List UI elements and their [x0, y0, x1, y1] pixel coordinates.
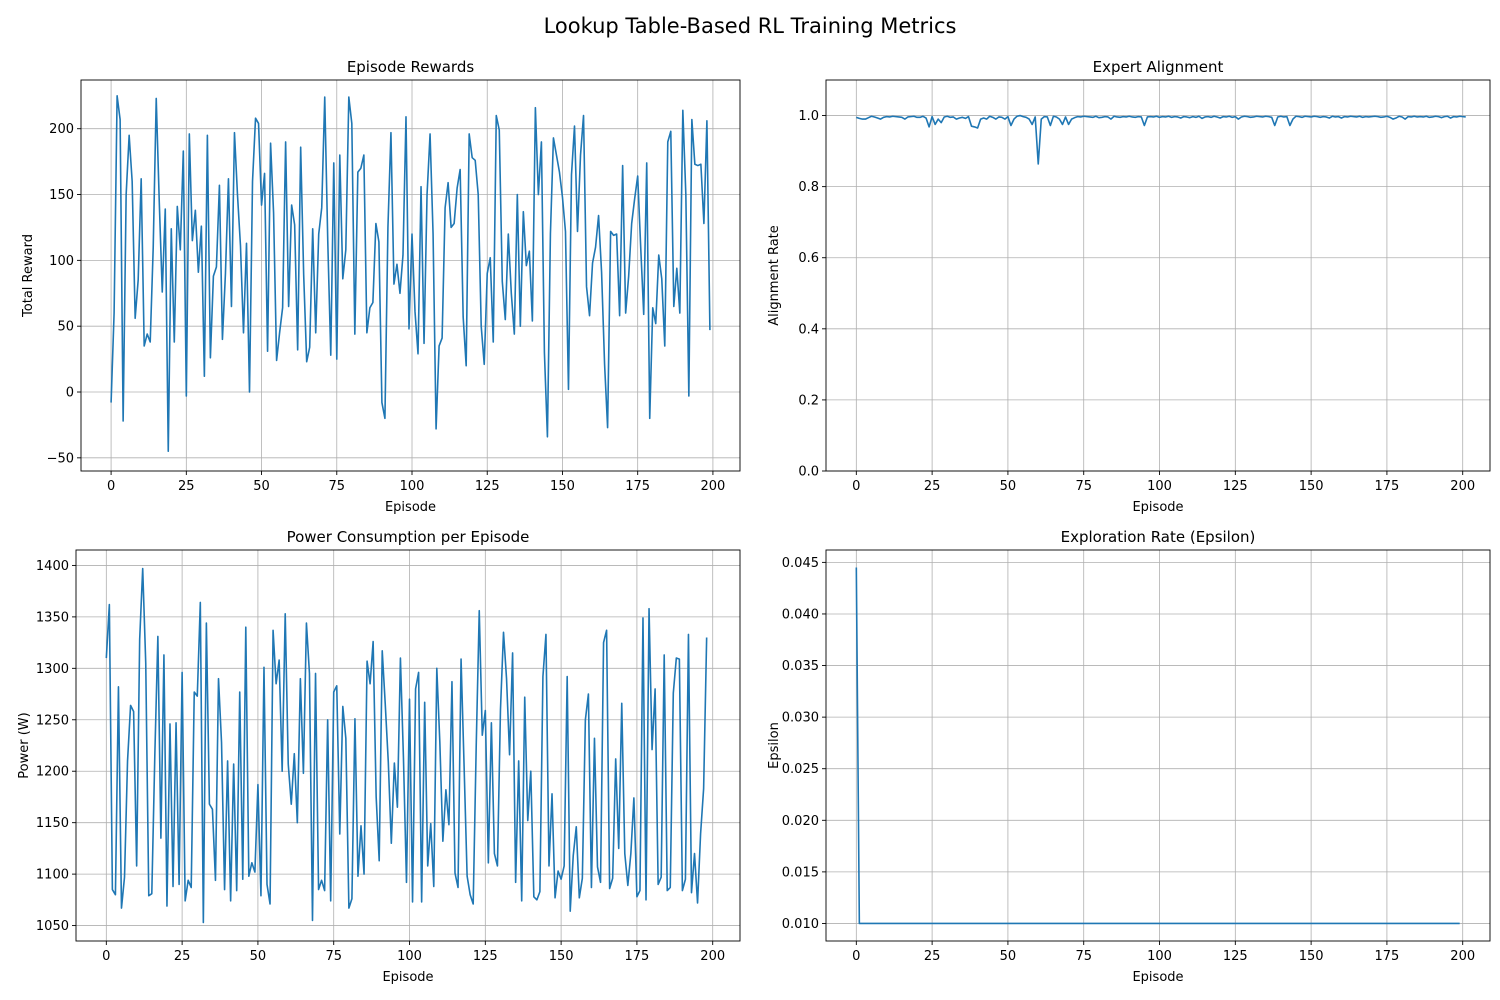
rewards-y-tick-label: 200: [49, 122, 74, 137]
rewards-y-tick-label: 100: [49, 254, 74, 269]
epsilon-y-tick-label: 0.025: [782, 762, 819, 777]
epsilon-x-tick-label: 50: [1000, 949, 1017, 964]
rewards-x-tick-label: 0: [107, 479, 115, 494]
power-y-tick-label: 1150: [36, 816, 69, 831]
epsilon-y-axis-label: Epsilon: [767, 722, 782, 769]
chart-expert-alignment: 0 25 50 75 100 125 150 175 200 0.0 0.2 0.4 0.6 0.8 1.0…: [767, 58, 1491, 515]
power-x-tick-label: 200: [700, 949, 725, 964]
alignment-series-line: [856, 114, 1466, 165]
epsilon-x-tick-label: 100: [1147, 949, 1172, 964]
alignment-x-tick-label: 125: [1223, 479, 1248, 494]
alignment-x-tick-label: 175: [1374, 479, 1399, 494]
chart-power-consumption: 0 25 50 75 100 125 150 175 200 1050 1100 1150 1200 12…: [17, 528, 741, 985]
figure-title: Lookup Table-Based RL Training Metrics: [543, 14, 957, 38]
rewards-x-tick-label: 100: [400, 479, 425, 494]
alignment-y-tick-label: 0.8: [798, 180, 819, 195]
power-y-tick-label: 1300: [36, 662, 69, 677]
alignment-y-tick-label: 0.6: [798, 251, 819, 266]
power-axes-frame: [75, 549, 741, 942]
epsilon-title: Exploration Rate (Epsilon): [1061, 528, 1256, 546]
rewards-axes-frame: [80, 79, 741, 472]
epsilon-y-tick-label: 0.035: [782, 659, 819, 674]
power-x-tick-label: 25: [174, 949, 191, 964]
alignment-y-tick-label: 0.0: [798, 465, 819, 480]
power-x-tick-label: 150: [549, 949, 574, 964]
epsilon-x-tick-label: 75: [1075, 949, 1092, 964]
alignment-x-tick-label: 100: [1147, 479, 1172, 494]
power-y-tick-label: 1050: [36, 919, 69, 934]
rewards-x-tick-label: 125: [475, 479, 500, 494]
alignment-y-tick-label: 0.2: [798, 393, 819, 408]
alignment-x-tick-label: 200: [1450, 479, 1475, 494]
epsilon-x-tick-label: 200: [1450, 949, 1475, 964]
rewards-x-tick-label: 50: [253, 479, 270, 494]
epsilon-x-tick-label: 175: [1374, 949, 1399, 964]
power-title: Power Consumption per Episode: [287, 528, 530, 546]
epsilon-x-tick-label: 150: [1299, 949, 1324, 964]
alignment-y-axis-label: Alignment Rate: [767, 225, 782, 326]
power-y-tick-label: 1250: [36, 713, 69, 728]
rewards-x-tick-label: 75: [329, 479, 346, 494]
power-series-line: [105, 567, 708, 924]
rewards-title: Episode Rewards: [347, 58, 475, 76]
alignment-y-tick-label: 1.0: [798, 109, 819, 124]
power-y-axis-label: Power (W): [17, 712, 32, 778]
epsilon-y-tick-label: 0.030: [782, 711, 819, 726]
power-x-tick-label: 125: [473, 949, 498, 964]
epsilon-y-tick-label: 0.045: [782, 556, 819, 571]
alignment-axes-frame: [825, 79, 1491, 472]
alignment-x-tick-label: 50: [1000, 479, 1017, 494]
chart-episode-rewards: 0 25 50 75 100 125 150 175 200 −50 0 50 100 150 200 Epi…: [21, 58, 741, 515]
alignment-y-tick-label: 0.4: [798, 322, 819, 337]
alignment-x-tick-label: 75: [1075, 479, 1092, 494]
epsilon-y-tick-label: 0.015: [782, 865, 819, 880]
rewards-x-tick-label: 175: [625, 479, 650, 494]
power-x-tick-label: 175: [624, 949, 649, 964]
rewards-x-tick-label: 25: [178, 479, 195, 494]
epsilon-x-axis-label: Episode: [1132, 970, 1183, 985]
epsilon-axes-frame: [825, 549, 1491, 942]
epsilon-x-tick-label: 25: [924, 949, 941, 964]
epsilon-x-tick-label: 125: [1223, 949, 1248, 964]
rewards-y-axis-label: Total Reward: [21, 234, 36, 318]
epsilon-x-tick-label: 0: [852, 949, 860, 964]
epsilon-series-line: [855, 567, 1460, 925]
rewards-y-tick-label: 150: [49, 188, 74, 203]
alignment-title: Expert Alignment: [1093, 58, 1224, 76]
epsilon-y-tick-label: 0.020: [782, 814, 819, 829]
alignment-x-tick-label: 25: [924, 479, 941, 494]
power-y-tick-label: 1200: [36, 765, 69, 780]
rewards-x-tick-label: 150: [550, 479, 575, 494]
power-x-tick-label: 0: [102, 949, 110, 964]
power-y-tick-label: 1350: [36, 610, 69, 625]
alignment-x-tick-label: 0: [852, 479, 860, 494]
epsilon-y-tick-label: 0.010: [782, 917, 819, 932]
alignment-x-tick-label: 150: [1299, 479, 1324, 494]
power-x-tick-label: 75: [325, 949, 342, 964]
alignment-x-axis-label: Episode: [1132, 500, 1183, 515]
rewards-y-tick-label: −50: [47, 451, 74, 466]
rewards-y-tick-label: 0: [66, 386, 74, 401]
power-y-tick-label: 1400: [36, 559, 69, 574]
rewards-x-tick-label: 200: [701, 479, 726, 494]
epsilon-y-tick-label: 0.040: [782, 607, 819, 622]
rewards-x-axis-label: Episode: [385, 500, 436, 515]
chart-exploration-rate: 0 25 50 75 100 125 150 175 200 0.010 0.015 0.020 0.0…: [767, 528, 1491, 985]
power-x-axis-label: Episode: [382, 970, 433, 985]
rewards-y-tick-label: 50: [57, 320, 74, 335]
rewards-series-line: [110, 94, 711, 453]
power-y-tick-label: 1100: [36, 868, 69, 883]
power-x-tick-label: 50: [250, 949, 267, 964]
power-x-tick-label: 100: [397, 949, 422, 964]
